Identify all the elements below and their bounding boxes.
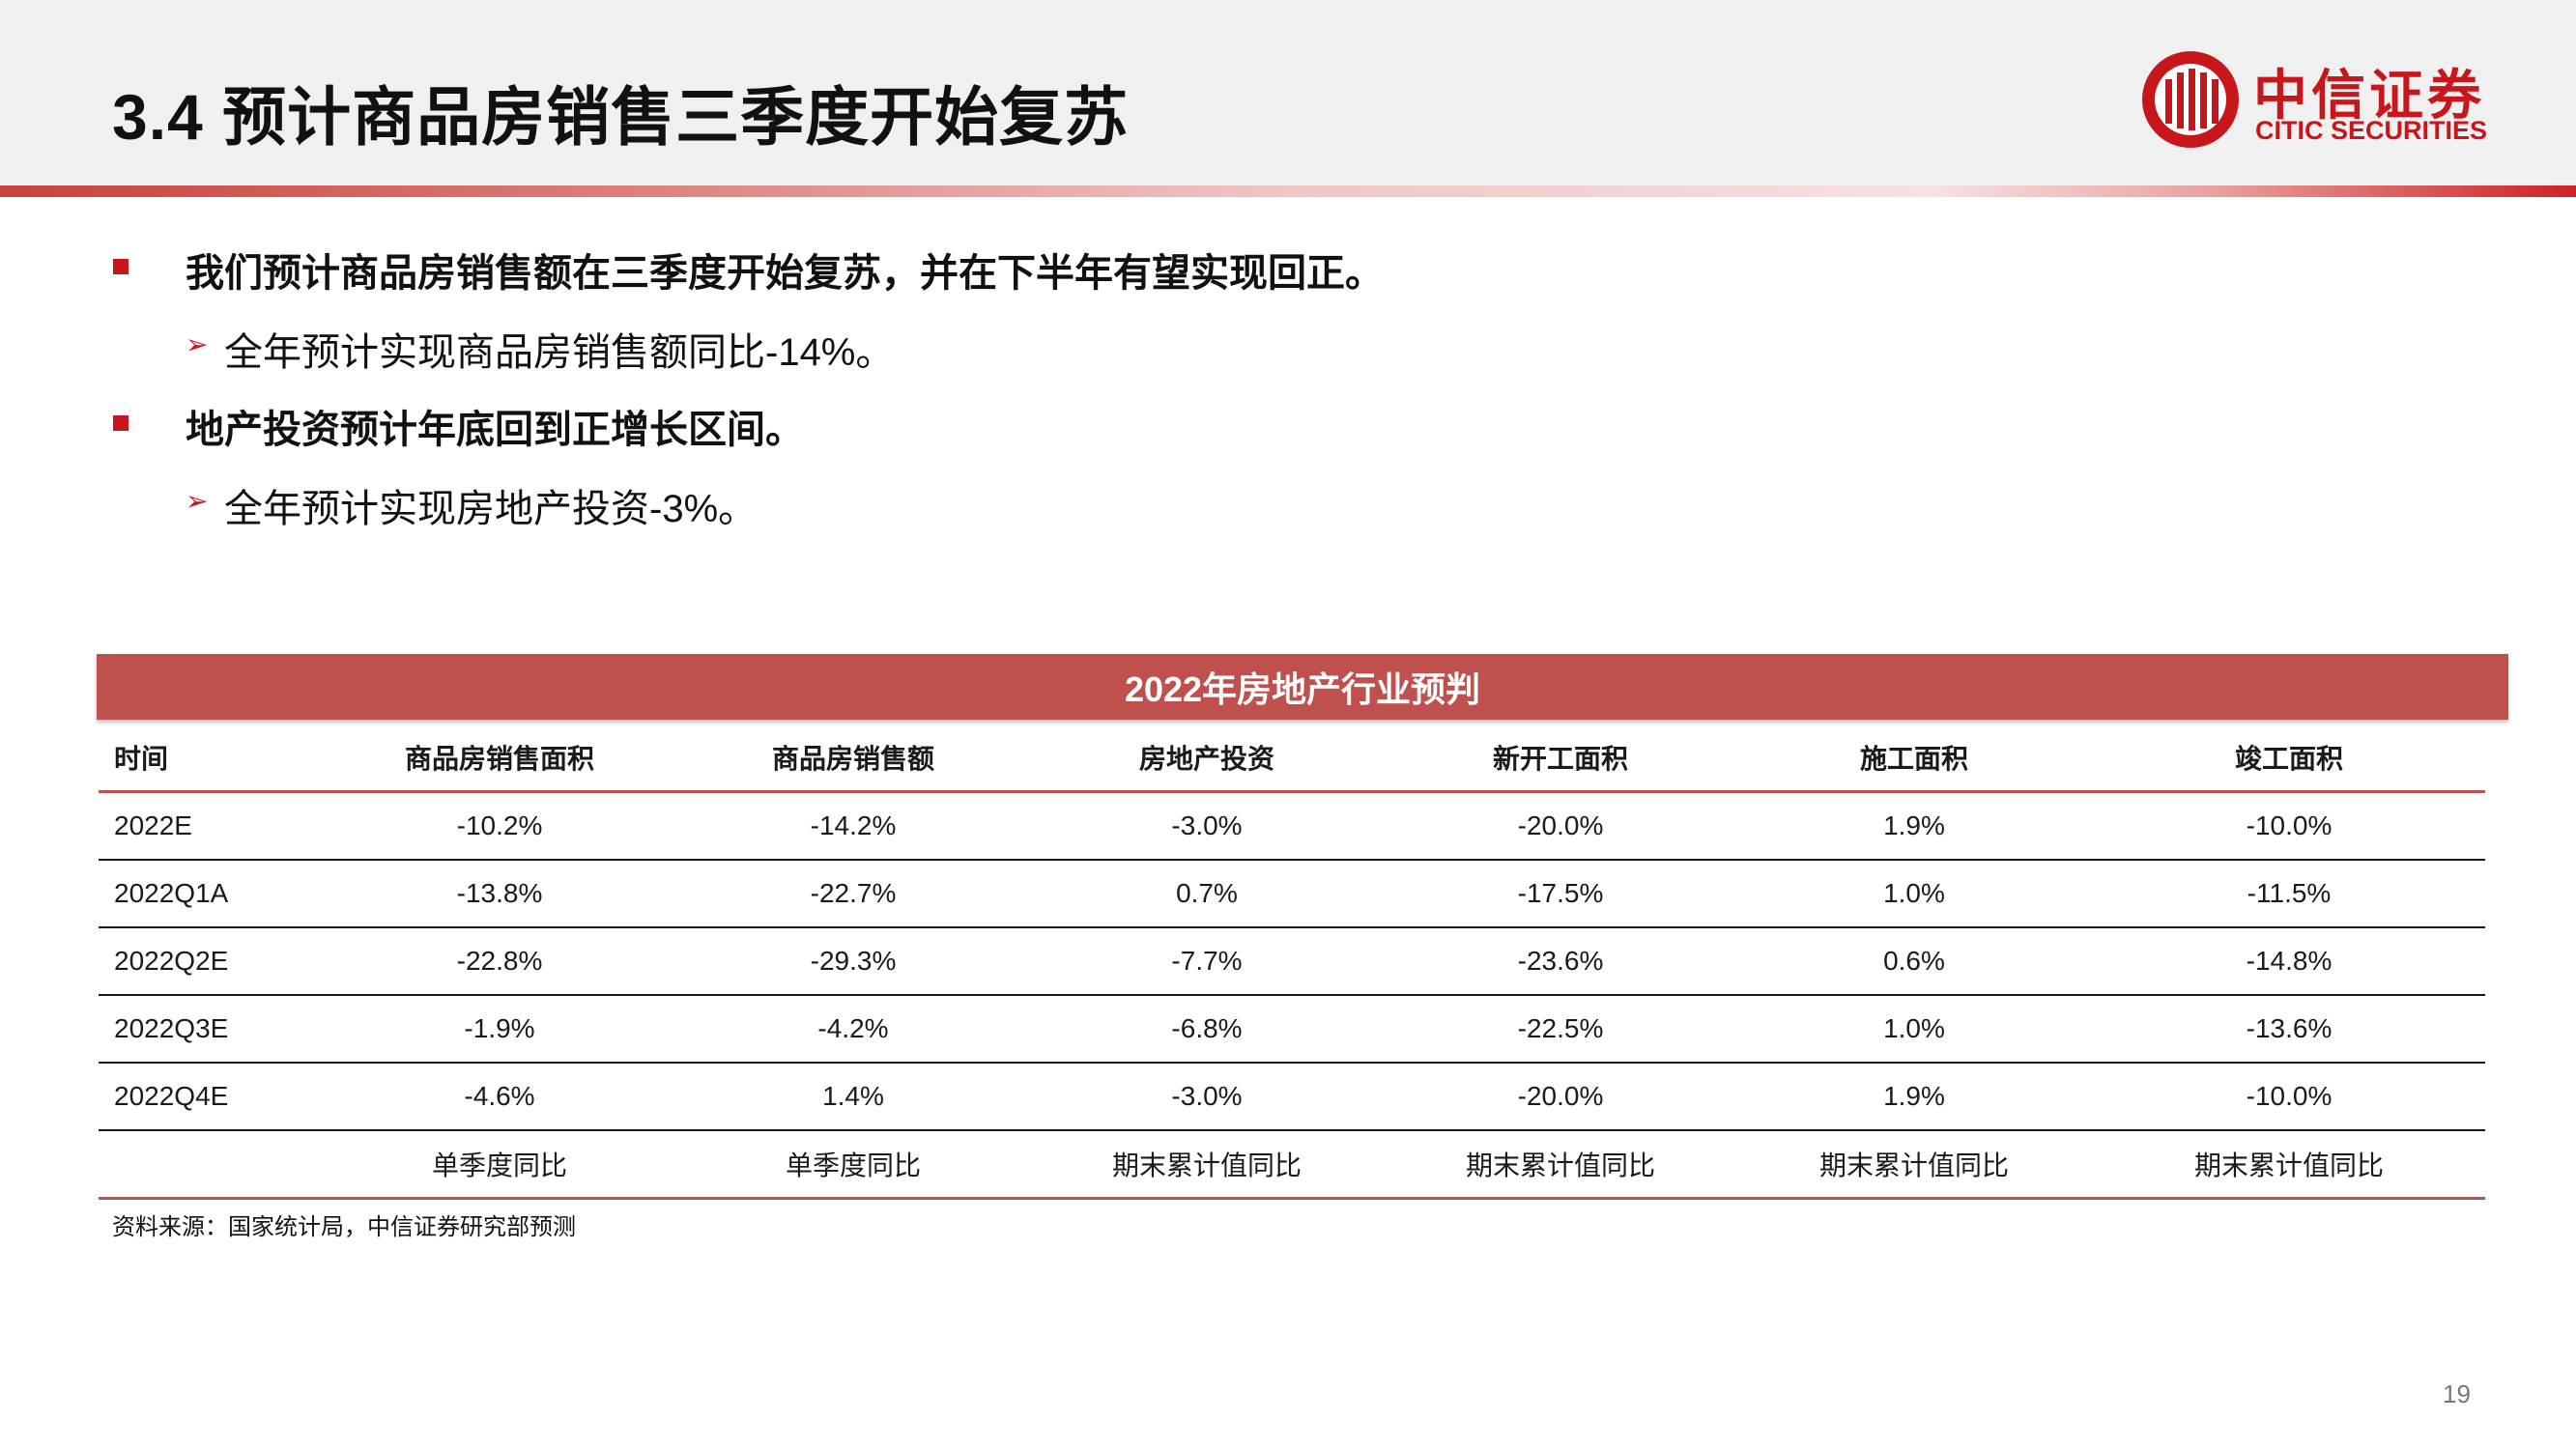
table-cell: 单季度同比 xyxy=(321,1130,678,1200)
table-cell: 0.7% xyxy=(1028,860,1386,928)
table-cell: 1.9% xyxy=(1735,1063,2093,1131)
table-cell: 2022Q1A xyxy=(99,860,321,928)
table-row: 2022Q1A -13.8% -22.7% 0.7% -17.5% 1.0% -… xyxy=(99,860,2485,928)
table-cell: -4.6% xyxy=(321,1063,678,1131)
table-cell: -20.0% xyxy=(1386,791,1735,861)
column-header: 时间 xyxy=(99,724,321,793)
bullet-item: 我们预计商品房销售额在三季度开始复苏，并在下半年有望实现回正。 xyxy=(186,242,1384,298)
table-cell: -10.0% xyxy=(2093,791,2485,861)
header-divider xyxy=(0,185,2576,197)
table-cell: -10.2% xyxy=(321,791,678,861)
arrow-bullet-icon: ➢ xyxy=(186,486,209,516)
table-cell: -7.7% xyxy=(1028,927,1386,996)
table-cell: -3.0% xyxy=(1028,1063,1386,1131)
table-cell: 2022Q2E xyxy=(99,927,321,996)
column-header: 施工面积 xyxy=(1735,724,2093,793)
table-cell: -1.9% xyxy=(321,995,678,1064)
table-cell: -17.5% xyxy=(1386,860,1735,928)
sub-bullet-text: 全年预计实现商品房销售额同比-14%。 xyxy=(224,331,895,374)
logo-chinese-name: 中信证券 xyxy=(2253,64,2485,128)
table-cell: 1.9% xyxy=(1735,791,2093,861)
table-cell: 期末累计值同比 xyxy=(1028,1130,1386,1200)
table-cell: -13.8% xyxy=(321,860,678,928)
column-header: 商品房销售面积 xyxy=(321,724,678,793)
table-cell: -22.8% xyxy=(321,927,678,996)
table-cell: -11.5% xyxy=(2093,860,2485,928)
column-header: 房地产投资 xyxy=(1028,724,1386,793)
table-cell: -10.0% xyxy=(2093,1063,2485,1131)
table-cell: 1.0% xyxy=(1735,995,2093,1064)
table-cell: 2022Q3E xyxy=(99,995,321,1064)
citic-logo: 中信证券 CITIC SECURITIES xyxy=(2137,46,2504,153)
table-cell: 2022E xyxy=(99,791,321,861)
forecast-table: 时间 商品房销售面积 商品房销售额 房地产投资 新开工面积 施工面积 竣工面积 … xyxy=(99,724,2485,1200)
bullet-square-icon xyxy=(113,415,129,431)
table-cell: 0.6% xyxy=(1735,927,2093,996)
bullet-text: 地产投资预计年底回到正增长区间。 xyxy=(186,409,804,451)
table-title: 2022年房地产行业预判 xyxy=(97,654,2508,720)
table-cell: -29.3% xyxy=(678,927,1028,996)
table-cell: 2022Q4E xyxy=(99,1063,321,1131)
citic-emblem-icon xyxy=(2142,51,2239,148)
column-header: 商品房销售额 xyxy=(678,724,1028,793)
table-row: 2022Q3E -1.9% -4.2% -6.8% -22.5% 1.0% -1… xyxy=(99,995,2485,1064)
table-cell: 期末累计值同比 xyxy=(1386,1130,1735,1200)
table-cell: -6.8% xyxy=(1028,995,1386,1064)
table-cell: -22.7% xyxy=(678,860,1028,928)
table-cell: 期末累计值同比 xyxy=(2093,1130,2485,1200)
slide-header: 3.4 预计商品房销售三季度开始复苏 中信证券 CITIC SECURITIES xyxy=(0,0,2576,185)
table-cell: 1.0% xyxy=(1735,860,2093,928)
table-cell: -20.0% xyxy=(1386,1063,1735,1131)
source-note: 资料来源：国家统计局，中信证券研究部预测 xyxy=(112,1214,576,1240)
slide-title: 3.4 预计商品房销售三季度开始复苏 xyxy=(112,81,1130,153)
table-cell: -14.8% xyxy=(2093,927,2485,996)
table-cell xyxy=(99,1130,321,1200)
arrow-bullet-icon: ➢ xyxy=(186,329,209,359)
table-cell: -3.0% xyxy=(1028,791,1386,861)
bullet-item: 地产投资预计年底回到正增长区间。 xyxy=(186,398,804,454)
table-header-row: 时间 商品房销售面积 商品房销售额 房地产投资 新开工面积 施工面积 竣工面积 xyxy=(99,724,2485,793)
table-row: 2022Q4E -4.6% 1.4% -3.0% -20.0% 1.9% -10… xyxy=(99,1063,2485,1131)
table-cell: 1.4% xyxy=(678,1063,1028,1131)
table-cell: -13.6% xyxy=(2093,995,2485,1064)
table-cell: 单季度同比 xyxy=(678,1130,1028,1200)
page-number: 19 xyxy=(2443,1379,2471,1408)
table-row: 2022Q2E -22.8% -29.3% -7.7% -23.6% 0.6% … xyxy=(99,927,2485,996)
column-header: 竣工面积 xyxy=(2093,724,2485,793)
table-cell: -22.5% xyxy=(1386,995,1735,1064)
table-cell: 期末累计值同比 xyxy=(1735,1130,2093,1200)
table-cell: -14.2% xyxy=(678,791,1028,861)
column-header: 新开工面积 xyxy=(1386,724,1735,793)
table-cell: -23.6% xyxy=(1386,927,1735,996)
bullet-square-icon xyxy=(113,259,129,274)
table-row: 2022E -10.2% -14.2% -3.0% -20.0% 1.9% -1… xyxy=(99,791,2485,861)
bullet-text: 我们预计商品房销售额在三季度开始复苏，并在下半年有望实现回正。 xyxy=(186,252,1384,295)
table-footnote-row: 单季度同比 单季度同比 期末累计值同比 期末累计值同比 期末累计值同比 期末累计… xyxy=(99,1130,2485,1200)
table-cell: -4.2% xyxy=(678,995,1028,1064)
logo-english-name: CITIC SECURITIES xyxy=(2255,116,2488,145)
sub-bullet-text: 全年预计实现房地产投资-3%。 xyxy=(224,488,758,530)
